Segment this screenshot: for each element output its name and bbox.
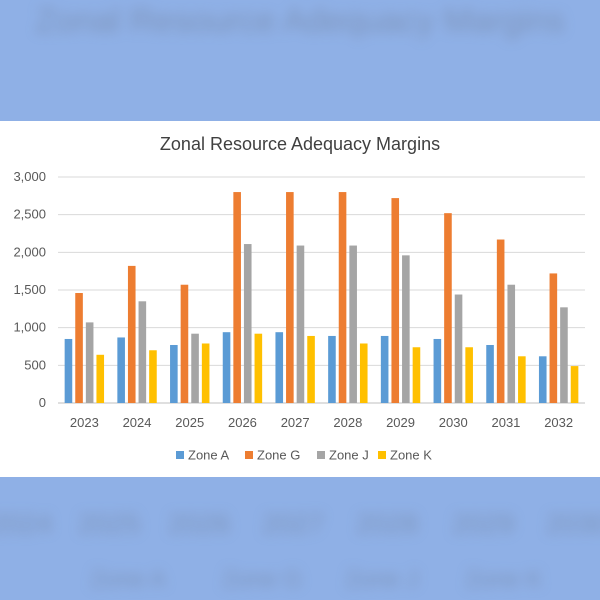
bar [296,245,305,403]
x-tick-label: 2024 [123,415,152,430]
bar [465,347,473,403]
y-tick-label: 1,500 [13,282,46,297]
x-tick-label: 2032 [544,415,573,430]
bar [349,245,357,403]
bar [433,338,442,403]
bar [507,284,516,403]
bar [75,293,83,403]
gridlines [58,176,585,404]
bar [486,344,494,403]
x-tick-label: 2028 [333,415,362,430]
bg-legend-item: Zone J [345,566,419,593]
bar [380,335,389,403]
x-tick-label: 2023 [70,415,99,430]
bar [243,244,252,403]
legend-label: Zone G [257,448,300,463]
bar [149,350,157,403]
bar [549,273,558,403]
bg-year: 2030 [546,508,600,539]
bar [117,337,125,403]
x-tick-label: 2030 [439,415,468,430]
legend: Zone A Zone G Zone J Zone K [176,448,432,463]
bar [359,343,368,403]
legend-swatch [317,451,325,459]
bg-year: 2026 [168,508,231,539]
bg-year: 2027 [262,508,325,539]
x-tick-label: 2031 [491,415,520,430]
bar [570,366,579,403]
y-tick-label: 500 [24,357,46,372]
bar [138,301,147,403]
y-axis: 0 500 1,000 1,500 2,000 2,500 3,000 [13,169,46,410]
bar [222,332,231,403]
bar [180,284,189,403]
bar-chart: Zonal Resource Adequacy Margins 0 500 1,00… [13,134,585,463]
bar [412,347,421,403]
bar [307,335,315,403]
bg-year: 2028 [356,508,419,539]
y-tick-label: 3,000 [13,169,46,184]
x-axis: 2023 2024 2025 2026 2027 2028 2029 2030 2031 2032 [70,415,573,430]
bar [496,239,505,403]
bg-legend-item: Zone K [465,566,543,593]
bar [96,354,105,403]
bar [444,213,452,403]
chart-title: Zonal Resource Adequacy Margins [160,134,440,154]
bar [402,255,410,403]
bar [127,265,136,403]
y-tick-label: 2,500 [13,207,46,222]
bg-legend-item: Zone G [222,566,303,593]
bg-year: 2024 [0,508,53,539]
y-tick-label: 0 [39,395,46,410]
legend-label: Zone J [329,448,369,463]
bar [233,192,241,403]
bg-legend-item: Zone A [90,566,167,593]
background-title: Zonal Resource Adequacy Margins [35,2,565,40]
bar [560,307,568,403]
bar [170,344,178,403]
y-tick-label: 2,000 [13,244,46,259]
bar [85,322,94,403]
legend-label: Zone K [390,448,432,463]
bar [454,294,463,403]
bar [518,356,526,403]
x-tick-label: 2025 [175,415,204,430]
legend-swatch [378,451,386,459]
legend-swatch [176,451,184,459]
bar [328,335,336,403]
x-tick-label: 2027 [281,415,310,430]
legend-swatch [245,451,253,459]
bar [286,192,294,403]
bar [538,356,547,403]
bars [64,192,579,403]
bar [391,198,400,403]
chart-card: Zonal Resource Adequacy Margins 0 500 1,00… [0,121,600,477]
bar [338,192,347,403]
bar [191,333,199,403]
bar [201,343,210,403]
x-tick-label: 2029 [386,415,415,430]
bg-year: 2025 [78,508,141,539]
x-tick-label: 2026 [228,415,257,430]
bar [275,332,284,403]
legend-label: Zone A [188,448,230,463]
bg-year: 2029 [452,508,515,539]
y-tick-label: 1,000 [13,320,46,335]
bar [254,333,263,403]
bar [64,338,73,403]
